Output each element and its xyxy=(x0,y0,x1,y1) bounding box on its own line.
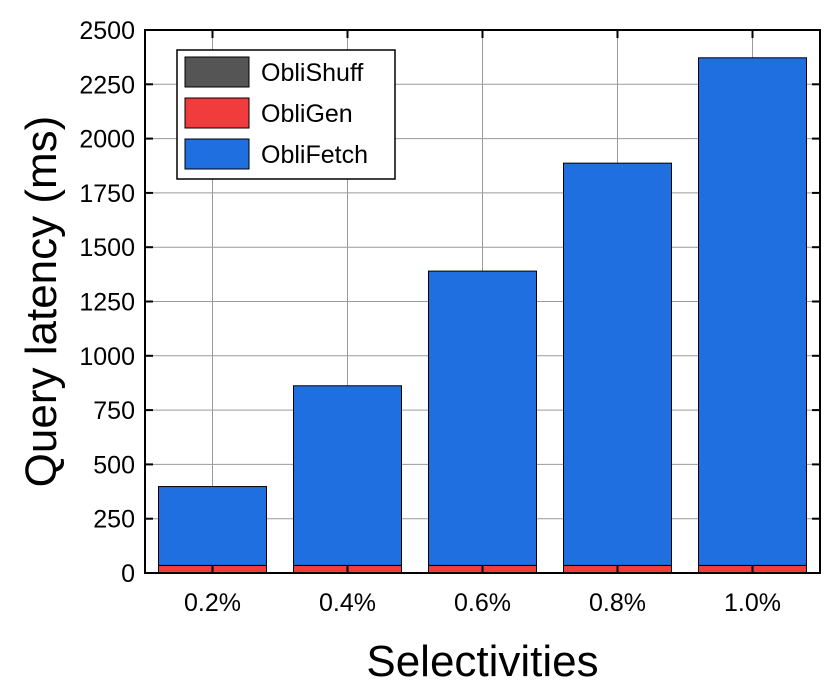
legend-label-oblishuff: ObliShuff xyxy=(261,59,363,87)
legend-swatch-oblishuff xyxy=(184,56,250,88)
y-tick-label: 2500 xyxy=(79,17,135,45)
y-tick-label: 2000 xyxy=(79,126,135,154)
y-tick-label: 1250 xyxy=(79,289,135,317)
y-tick-label: 750 xyxy=(93,397,135,425)
legend-label-obligen: ObliGen xyxy=(261,100,353,128)
x-tick-label: 0.2% xyxy=(184,589,241,617)
y-tick-label: 250 xyxy=(93,506,135,534)
legend-label-oblifetch: ObliFetch xyxy=(261,141,368,169)
y-axis-title: Query latency (ms) xyxy=(17,116,66,488)
legend-swatch-oblifetch xyxy=(184,138,250,170)
bar-oblifetch-3 xyxy=(428,270,537,566)
y-tick-label: 500 xyxy=(93,451,135,479)
x-tick-label: 0.4% xyxy=(319,589,376,617)
legend: ObliShuff ObliGen ObliFetch xyxy=(176,49,396,180)
x-axis-title: Selectivities xyxy=(366,637,598,686)
bar-oblifetch-2 xyxy=(293,385,402,566)
bar-oblifetch-4 xyxy=(563,162,672,566)
x-tick-label: 0.8% xyxy=(589,589,646,617)
x-tick-label: 0.6% xyxy=(454,589,511,617)
x-tick-labels: 0.2% 0.4% 0.6% 0.8% 1.0% xyxy=(184,589,781,617)
y-tick-label: 2250 xyxy=(79,71,135,99)
y-tick-labels: 0 250 500 750 1000 1250 1500 1750 2000 2250 2500 xyxy=(79,17,135,588)
bar-oblifetch-5 xyxy=(698,57,807,566)
y-tick-label: 1000 xyxy=(79,343,135,371)
legend-swatch-obligen xyxy=(184,97,250,129)
y-tick-label: 1750 xyxy=(79,180,135,208)
y-tick-label: 1500 xyxy=(79,234,135,262)
y-tick-label: 0 xyxy=(121,560,135,588)
bar-oblifetch-1 xyxy=(158,486,267,566)
axis-ticks xyxy=(145,29,820,574)
x-tick-label: 1.0% xyxy=(724,589,781,617)
